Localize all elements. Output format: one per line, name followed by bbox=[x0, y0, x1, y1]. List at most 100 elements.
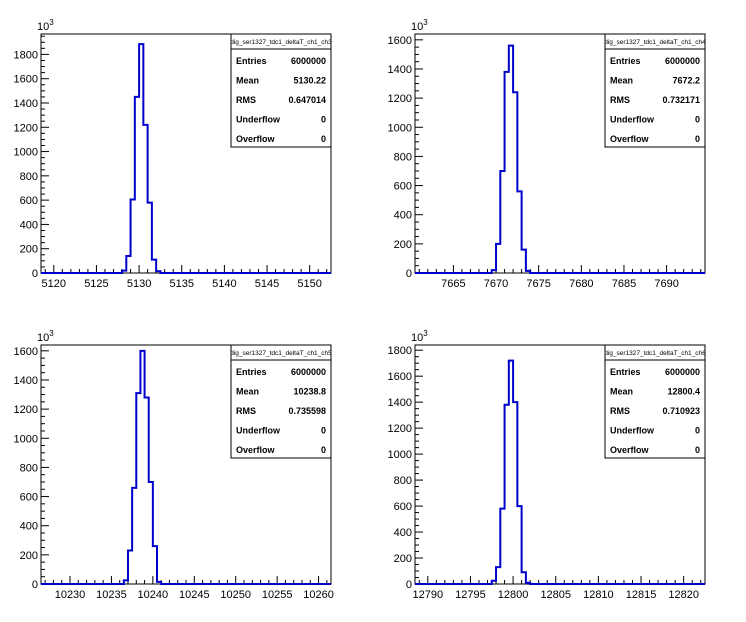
stats-value-overflow: 0 bbox=[695, 445, 700, 455]
x-tick-label: 7670 bbox=[484, 278, 508, 290]
y-tick-label: 0 bbox=[406, 579, 412, 591]
stats-value-entries: 6000000 bbox=[291, 56, 326, 66]
y-tick-label: 1200 bbox=[14, 122, 38, 134]
y-tick-label: 600 bbox=[394, 181, 412, 193]
y-tick-label: 0 bbox=[406, 268, 412, 280]
x-tick-label: 7690 bbox=[654, 278, 678, 290]
y-tick-label: 1200 bbox=[388, 423, 412, 435]
stats-box: dig_ser1327_tdc1_deltaT_ch1_ch3 Entries 60… bbox=[230, 33, 332, 148]
y-tick-label: 1000 bbox=[388, 122, 412, 134]
stats-key-underflow: Underflow bbox=[236, 426, 281, 436]
y-tick-label: 1400 bbox=[14, 375, 38, 387]
stats-value-mean: 7672.2 bbox=[672, 76, 700, 86]
x-tick-label: 5130 bbox=[127, 278, 151, 290]
stats-box: dig_ser1327_tdc1_deltaT_ch1_ch6 Entries 60… bbox=[604, 344, 706, 459]
stats-key-overflow: Overflow bbox=[610, 445, 650, 455]
stats-key-underflow: Underflow bbox=[610, 426, 655, 436]
stats-key-mean: Mean bbox=[236, 76, 259, 86]
x-tick-label: 10260 bbox=[303, 589, 334, 601]
stats-value-underflow: 0 bbox=[321, 426, 326, 436]
stats-title: dig_ser1327_tdc1_deltaT_ch1_ch3 bbox=[230, 39, 332, 46]
stats-title: dig_ser1327_tdc1_deltaT_ch1_ch4 bbox=[604, 39, 706, 46]
y-tick-label: 600 bbox=[20, 195, 38, 207]
stats-key-mean: Mean bbox=[236, 387, 259, 397]
exponent-base: 10 bbox=[37, 21, 49, 33]
y-tick-label: 0 bbox=[32, 579, 38, 591]
y-tick-label: 1800 bbox=[14, 49, 38, 61]
y-axis-exponent-label: 103 bbox=[411, 329, 428, 344]
stats-key-entries: Entries bbox=[610, 56, 641, 66]
stats-value-rms: 0.710923 bbox=[662, 406, 700, 416]
y-tick-label: 1000 bbox=[388, 449, 412, 461]
y-tick-label: 400 bbox=[20, 219, 38, 231]
exponent-power: 3 bbox=[423, 18, 428, 27]
x-tick-label: 7665 bbox=[441, 278, 465, 290]
stats-key-rms: RMS bbox=[610, 95, 630, 105]
stats-value-underflow: 0 bbox=[321, 115, 326, 125]
stats-value-mean: 10238.8 bbox=[293, 387, 326, 397]
stats-value-mean: 5130.22 bbox=[293, 76, 326, 86]
x-tick-label: 12805 bbox=[540, 589, 571, 601]
y-tick-label: 1600 bbox=[388, 35, 412, 47]
stats-key-overflow: Overflow bbox=[610, 134, 650, 144]
x-tick-label: 12800 bbox=[498, 589, 529, 601]
stats-value-underflow: 0 bbox=[695, 426, 700, 436]
x-tick-label: 10255 bbox=[262, 589, 293, 601]
stats-value-rms: 0.647014 bbox=[288, 95, 326, 105]
stats-key-rms: RMS bbox=[236, 95, 256, 105]
x-tick-label: 12795 bbox=[455, 589, 486, 601]
stats-key-overflow: Overflow bbox=[236, 134, 276, 144]
x-tick-label: 10235 bbox=[96, 589, 127, 601]
y-tick-label: 400 bbox=[394, 527, 412, 539]
stats-key-mean: Mean bbox=[610, 387, 633, 397]
y-tick-label: 1600 bbox=[388, 371, 412, 383]
x-tick-label: 7685 bbox=[612, 278, 636, 290]
exponent-base: 10 bbox=[411, 332, 423, 344]
exponent-base: 10 bbox=[37, 332, 49, 344]
y-tick-label: 800 bbox=[394, 475, 412, 487]
x-tick-label: 7675 bbox=[526, 278, 550, 290]
histogram-outline bbox=[41, 43, 331, 274]
stats-key-entries: Entries bbox=[236, 56, 267, 66]
y-tick-label: 1400 bbox=[388, 397, 412, 409]
y-tick-label: 1000 bbox=[14, 147, 38, 159]
stats-key-underflow: Underflow bbox=[610, 115, 655, 125]
stats-key-mean: Mean bbox=[610, 76, 633, 86]
y-tick-label: 1200 bbox=[14, 404, 38, 416]
y-tick-label: 800 bbox=[20, 171, 38, 183]
y-tick-label: 400 bbox=[20, 521, 38, 533]
y-tick-label: 400 bbox=[394, 210, 412, 222]
y-tick-label: 800 bbox=[394, 151, 412, 163]
stats-value-mean: 12800.4 bbox=[667, 387, 700, 397]
stats-box-frame bbox=[230, 33, 332, 148]
stats-key-entries: Entries bbox=[236, 367, 267, 377]
y-tick-label: 200 bbox=[20, 550, 38, 562]
stats-box-frame bbox=[604, 344, 706, 459]
stats-box-frame bbox=[230, 344, 332, 459]
stats-value-rms: 0.732171 bbox=[662, 95, 700, 105]
y-tick-label: 1400 bbox=[14, 98, 38, 110]
x-tick-label: 10250 bbox=[220, 589, 251, 601]
stats-box: dig_ser1327_tdc1_deltaT_ch1_ch4 Entries 60… bbox=[604, 33, 706, 148]
histogram-outline bbox=[415, 44, 705, 274]
x-tick-label: 12810 bbox=[583, 589, 614, 601]
x-tick-label: 7680 bbox=[569, 278, 593, 290]
y-axis-exponent-label: 103 bbox=[411, 18, 428, 33]
stats-value-overflow: 0 bbox=[321, 445, 326, 455]
y-tick-label: 600 bbox=[20, 492, 38, 504]
y-axis-exponent-label: 103 bbox=[37, 18, 54, 33]
x-tick-label: 10230 bbox=[55, 589, 86, 601]
x-tick-label: 12815 bbox=[626, 589, 657, 601]
exponent-power: 3 bbox=[423, 329, 428, 338]
exponent-power: 3 bbox=[49, 18, 54, 27]
stats-key-rms: RMS bbox=[610, 406, 630, 416]
y-tick-label: 1600 bbox=[14, 346, 38, 358]
histogram-outline bbox=[41, 349, 331, 585]
stats-value-overflow: 0 bbox=[321, 134, 326, 144]
y-tick-label: 200 bbox=[20, 244, 38, 256]
x-tick-label: 10245 bbox=[179, 589, 210, 601]
x-tick-label: 5120 bbox=[42, 278, 66, 290]
